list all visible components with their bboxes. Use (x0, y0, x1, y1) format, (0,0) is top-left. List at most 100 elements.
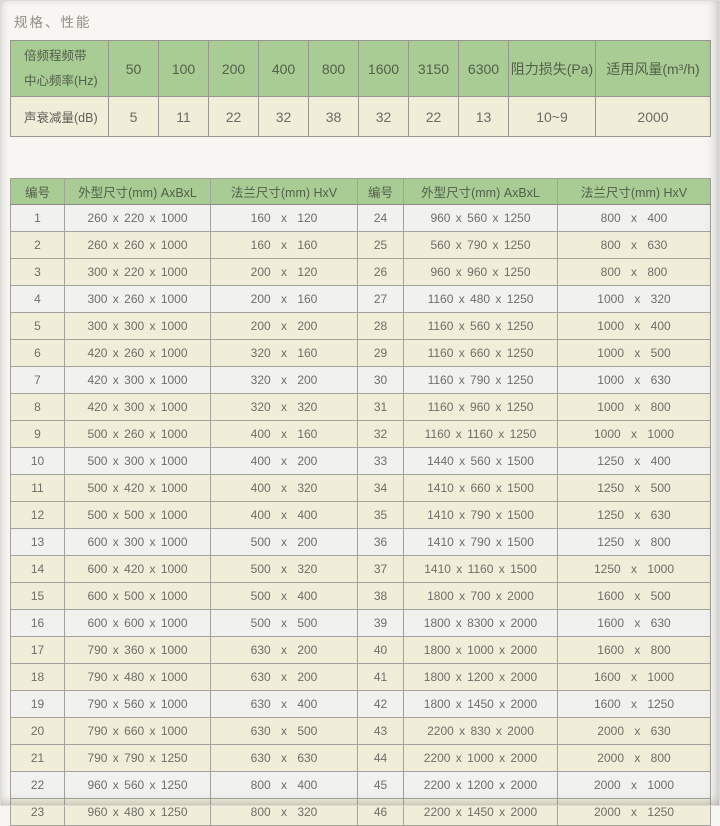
outer-dimension: 1410 x 790 x 1500 (403, 501, 558, 529)
row-number: 18 (10, 663, 65, 691)
scanned-spec-page: 规格、性能 倍频程频带 中心频率(Hz) 50 100 200 400 800 1600 315… (10, 15, 711, 826)
outer-dimension: 1160 x 960 x 1250 (403, 393, 558, 421)
row-number: 11 (10, 474, 65, 502)
dimensions-column-header: 编号 (357, 178, 404, 205)
flange-dimension: 630 x 200 (210, 663, 358, 691)
frequency-band-label-line: 中心频率(Hz) (24, 73, 98, 88)
outer-dimension: 500 x 300 x 1000 (64, 447, 211, 475)
flange-dimension: 800 x 320 (210, 798, 358, 826)
table-row: 9 500 x 260 x 1000 400 x 160 32 1160 x 1160 … (10, 420, 711, 448)
table-row: 5 300 x 300 x 1000 200 x 200 28 1160 x 560 x… (10, 312, 711, 340)
attenuation-row-label: 声衰减量(dB) (10, 96, 109, 137)
outer-dimension: 420 x 300 x 1000 (64, 393, 211, 421)
outer-dimension: 420 x 300 x 1000 (64, 366, 211, 394)
outer-dimension: 1160 x 790 x 1250 (403, 366, 558, 394)
flange-dimension: 2000 x 800 (557, 744, 711, 772)
outer-dimension: 960 x 560 x 1250 (64, 771, 211, 799)
table-row: 1 260 x 220 x 1000 160 x 120 24 960 x 560 x … (10, 204, 711, 232)
flange-dimension: 400 x 320 (210, 474, 358, 502)
flange-dimension: 1600 x 500 (557, 582, 711, 610)
outer-dimension: 600 x 600 x 1000 (64, 609, 211, 637)
spec-column-header: 3150 (408, 40, 459, 97)
outer-dimension: 960 x 480 x 1250 (64, 798, 211, 826)
attenuation-value: 32 (258, 96, 309, 137)
flange-dimension: 500 x 200 (210, 528, 358, 556)
row-number: 17 (10, 636, 65, 664)
dimensions-column-header: 法兰尺寸(mm) HxV (210, 178, 358, 205)
flange-dimension: 1600 x 1000 (557, 663, 711, 691)
outer-dimension: 500 x 500 x 1000 (64, 501, 211, 529)
outer-dimension: 600 x 500 x 1000 (64, 582, 211, 610)
table-row: 8 420 x 300 x 1000 320 x 320 31 1160 x 960 x… (10, 393, 711, 421)
table-row: 3 300 x 220 x 1000 200 x 120 26 960 x 960 x … (10, 258, 711, 286)
row-number: 39 (357, 609, 404, 637)
flange-dimension: 1600 x 800 (557, 636, 711, 664)
flange-dimension: 500 x 400 (210, 582, 358, 610)
attenuation-value: 38 (308, 96, 359, 137)
row-number: 32 (357, 420, 404, 448)
table-row: 17 790 x 360 x 1000 630 x 200 40 1800 x 1000… (10, 636, 711, 664)
row-number: 7 (10, 366, 65, 394)
table-row: 15 600 x 500 x 1000 500 x 400 38 1800 x 700 … (10, 582, 711, 610)
table-row: 7 420 x 300 x 1000 320 x 200 30 1160 x 790 x… (10, 366, 711, 394)
row-number: 13 (10, 528, 65, 556)
spec-column-header: 适用风量(m³/h) (595, 40, 711, 97)
outer-dimension: 1800 x 1200 x 2000 (403, 663, 558, 691)
flange-dimension: 500 x 320 (210, 555, 358, 583)
row-number: 44 (357, 744, 404, 772)
row-number: 12 (10, 501, 65, 529)
flange-dimension: 1000 x 400 (557, 312, 711, 340)
outer-dimension: 790 x 790 x 1250 (64, 744, 211, 772)
row-number: 46 (357, 798, 404, 826)
row-number: 31 (357, 393, 404, 421)
flange-dimension: 800 x 400 (210, 771, 358, 799)
attenuation-value: 22 (208, 96, 259, 137)
outer-dimension: 1160 x 480 x 1250 (403, 285, 558, 313)
attenuation-value: 13 (458, 96, 509, 137)
spec-column-header: 阻力损失(Pa) (508, 40, 596, 97)
outer-dimension: 1440 x 560 x 1500 (403, 447, 558, 475)
table-row: 16 600 x 600 x 1000 500 x 500 39 1800 x 8300… (10, 609, 711, 637)
outer-dimension: 420 x 260 x 1000 (64, 339, 211, 367)
flange-dimension: 200 x 200 (210, 312, 358, 340)
flange-dimension: 160 x 120 (210, 204, 358, 232)
outer-dimension: 300 x 300 x 1000 (64, 312, 211, 340)
spec-column-header: 400 (258, 40, 309, 97)
row-number: 20 (10, 717, 65, 745)
flange-dimension: 1000 x 500 (557, 339, 711, 367)
row-number: 28 (357, 312, 404, 340)
outer-dimension: 1410 x 790 x 1500 (403, 528, 558, 556)
outer-dimension: 1160 x 1160 x 1250 (403, 420, 558, 448)
row-number: 36 (357, 528, 404, 556)
table-row: 2 260 x 260 x 1000 160 x 160 25 560 x 790 x … (10, 231, 711, 259)
flange-dimension: 800 x 400 (557, 204, 711, 232)
dimensions-column-header: 外型尺寸(mm) AxBxL (64, 178, 211, 205)
flange-dimension: 2000 x 630 (557, 717, 711, 745)
spec-column-header: 1600 (358, 40, 409, 97)
row-number: 43 (357, 717, 404, 745)
row-number: 42 (357, 690, 404, 718)
row-number: 15 (10, 582, 65, 610)
flange-dimension: 320 x 160 (210, 339, 358, 367)
outer-dimension: 300 x 220 x 1000 (64, 258, 211, 286)
row-number: 41 (357, 663, 404, 691)
row-number: 8 (10, 393, 65, 421)
row-number: 16 (10, 609, 65, 637)
flange-dimension: 1000 x 320 (557, 285, 711, 313)
dimensions-table: 编号 外型尺寸(mm) AxBxL 法兰尺寸(mm) HxV 编号 外型尺寸(mm) A… (10, 178, 711, 826)
table-row: 6 420 x 260 x 1000 320 x 160 29 1160 x 660 x… (10, 339, 711, 367)
table-row: 19 790 x 560 x 1000 630 x 400 42 1800 x 1450… (10, 690, 711, 718)
dimensions-header-row: 编号 外型尺寸(mm) AxBxL 法兰尺寸(mm) HxV 编号 外型尺寸(mm) A… (10, 178, 711, 205)
flange-dimension: 2000 x 1000 (557, 771, 711, 799)
outer-dimension: 600 x 420 x 1000 (64, 555, 211, 583)
outer-dimension: 1410 x 1160 x 1500 (403, 555, 558, 583)
row-number: 37 (357, 555, 404, 583)
row-number: 10 (10, 447, 65, 475)
attenuation-value: 2000 (595, 96, 711, 137)
flange-dimension: 630 x 630 (210, 744, 358, 772)
flange-dimension: 1250 x 630 (557, 501, 711, 529)
outer-dimension: 960 x 560 x 1250 (403, 204, 558, 232)
row-number: 40 (357, 636, 404, 664)
flange-dimension: 1600 x 630 (557, 609, 711, 637)
row-number: 6 (10, 339, 65, 367)
